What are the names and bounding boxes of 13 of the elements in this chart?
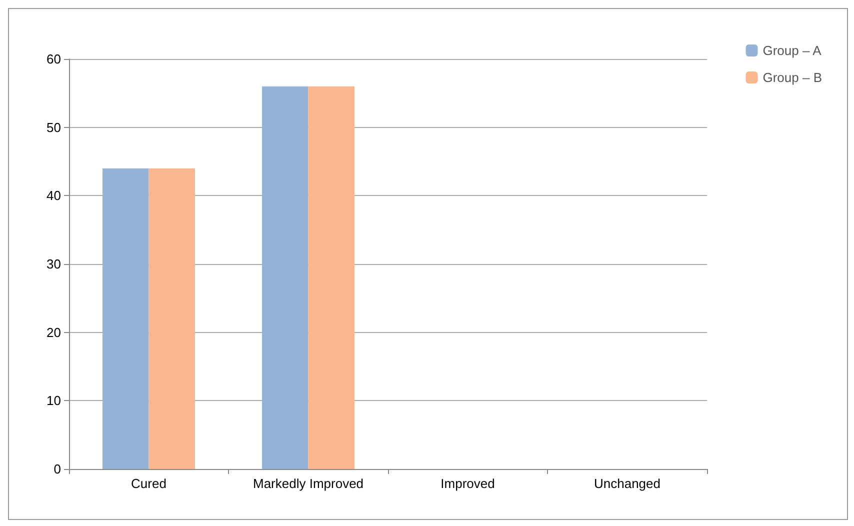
x-tick-label: Improved	[440, 476, 495, 491]
y-tick-label: 20	[46, 324, 61, 340]
x-tick-label: Cured	[131, 476, 166, 491]
y-tick-label: 60	[46, 52, 61, 66]
x-tick-label: Markedly Improved	[252, 476, 364, 491]
legend-label: Group – A	[762, 43, 822, 58]
x-tick-label: Unchanged	[594, 476, 660, 491]
legend-label: Group – B	[762, 70, 822, 85]
y-tick-label: 10	[46, 393, 61, 408]
y-tick-label: 30	[46, 256, 61, 272]
y-tick-label: 50	[46, 120, 61, 135]
y-tick-label: 40	[46, 188, 61, 204]
y-tick-label: 0	[54, 462, 61, 476]
